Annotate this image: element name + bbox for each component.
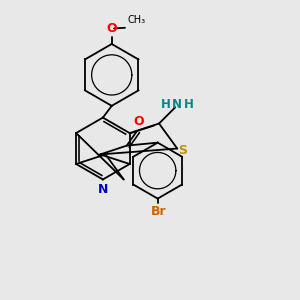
Text: Br: Br [151, 205, 167, 218]
Text: O: O [106, 22, 117, 34]
Text: N: N [172, 98, 182, 112]
Text: O: O [133, 115, 144, 128]
Text: CH₃: CH₃ [128, 15, 146, 25]
Text: S: S [178, 143, 187, 157]
Text: N: N [98, 183, 108, 196]
Text: H: H [161, 98, 171, 112]
Text: H: H [184, 98, 194, 112]
